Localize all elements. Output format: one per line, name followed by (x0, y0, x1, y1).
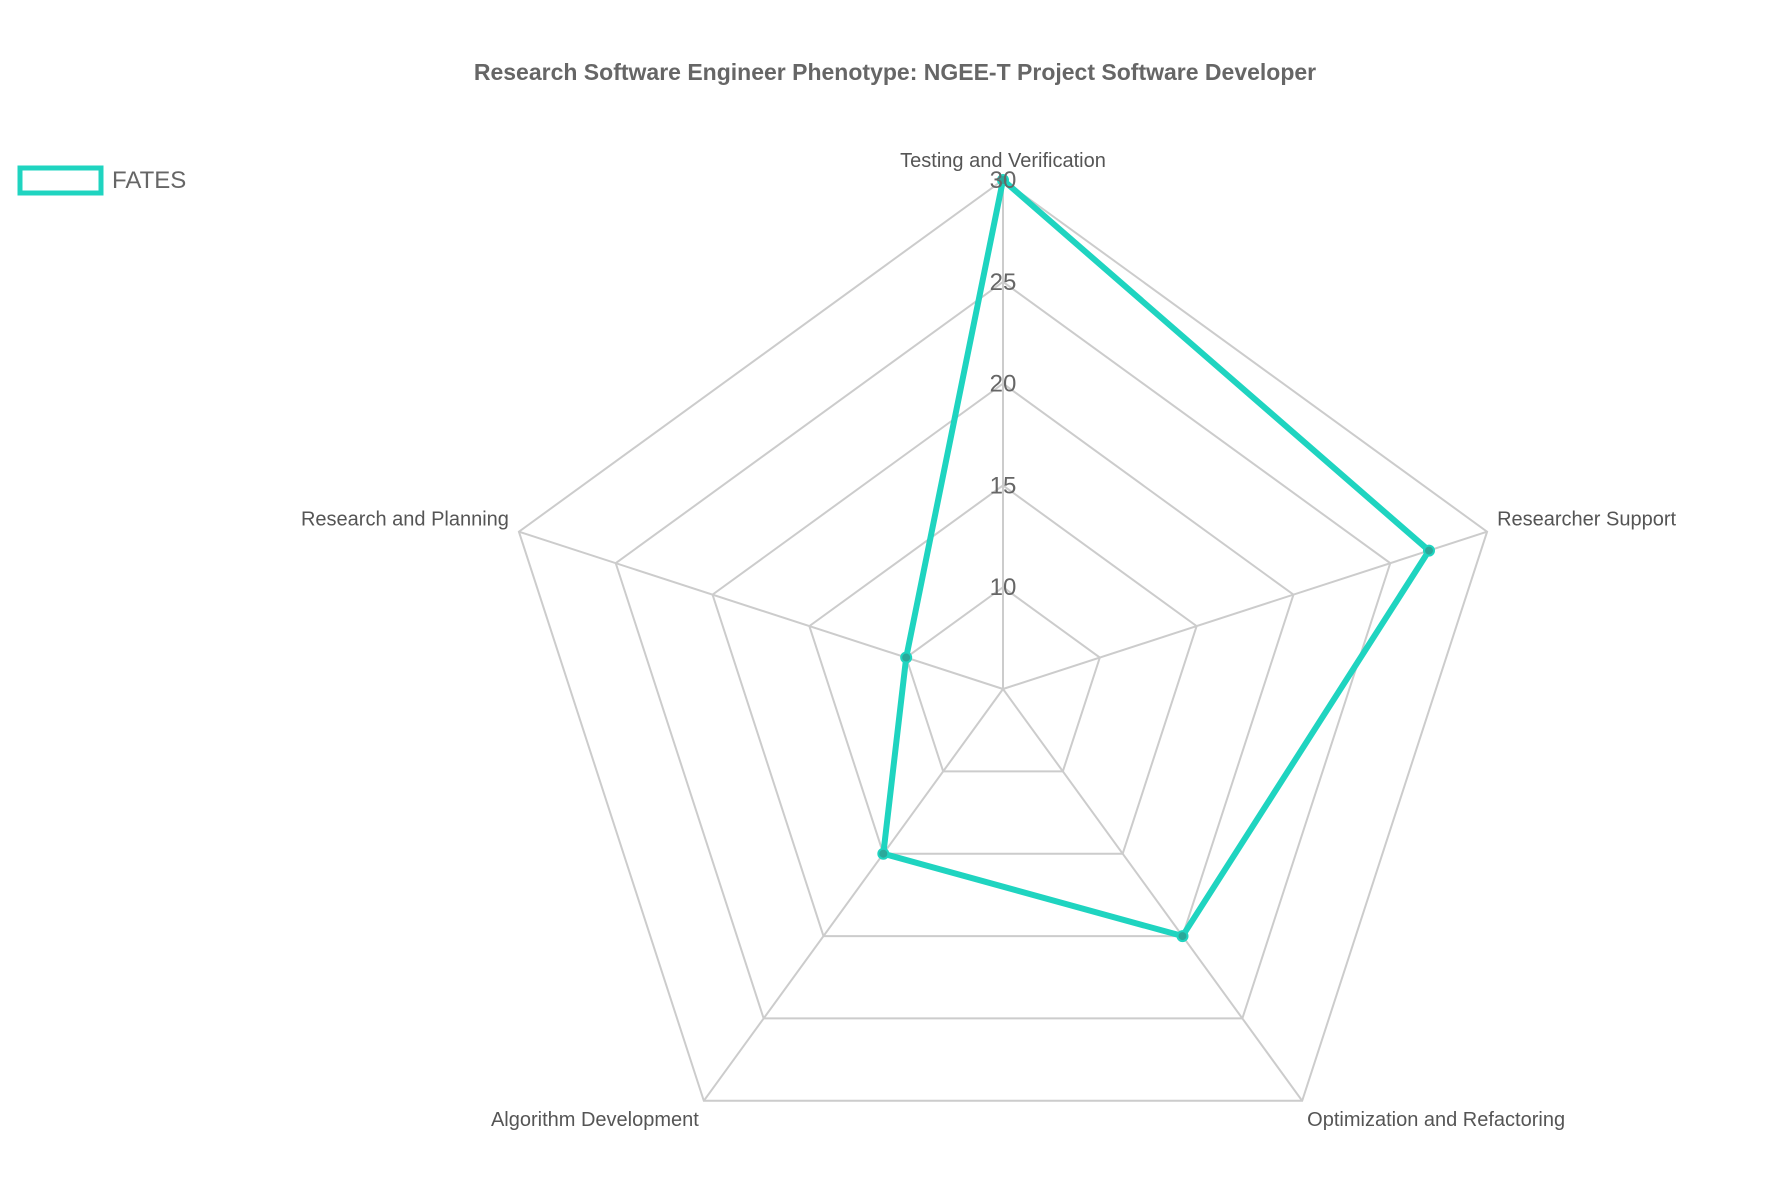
axis-label: Testing and Verification (900, 150, 1106, 172)
axis-spoke (703, 688, 1004, 1102)
tick-label: 25 (990, 269, 1017, 296)
radar-grid (517, 178, 1489, 1102)
axis-spoke (1002, 688, 1303, 1102)
data-point[interactable] (1422, 544, 1435, 557)
axis-label: Research and Planning (301, 509, 509, 531)
data-point[interactable] (900, 651, 913, 664)
data-point[interactable] (1176, 930, 1189, 943)
tick-label: 20 (990, 371, 1017, 398)
radar-series-layer (877, 174, 1435, 943)
axis-label: Algorithm Development (491, 1109, 699, 1131)
legend-swatch-fates[interactable] (17, 165, 104, 196)
radial-tick-labels: 10 15 20 25 30 (990, 167, 1017, 601)
legend[interactable]: FATES (17, 165, 186, 196)
grid-ring-15 (808, 484, 1198, 855)
axis-labels: Testing and Verification Researcher Suppo… (301, 150, 1677, 1131)
axis-label: Researcher Support (1497, 509, 1676, 531)
grid-ring-25 (614, 280, 1392, 1020)
axis-spoke (518, 530, 1004, 690)
tick-label: 10 (990, 574, 1017, 601)
legend-label-fates: FATES (112, 167, 186, 194)
grid-ring-20 (711, 382, 1295, 938)
axis-label: Optimization and Refactoring (1307, 1109, 1565, 1131)
grid-ring-30 (517, 178, 1489, 1102)
tick-label: 30 (990, 167, 1017, 194)
series-line-fates[interactable] (880, 174, 1433, 940)
axis-spoke (1002, 530, 1488, 690)
data-point[interactable] (877, 847, 890, 860)
grid-ring-10 (905, 585, 1101, 773)
tick-label: 15 (990, 472, 1017, 499)
data-point[interactable] (997, 174, 1009, 186)
chart-title: Research Software Engineer Phenotype: NG… (474, 59, 1316, 85)
